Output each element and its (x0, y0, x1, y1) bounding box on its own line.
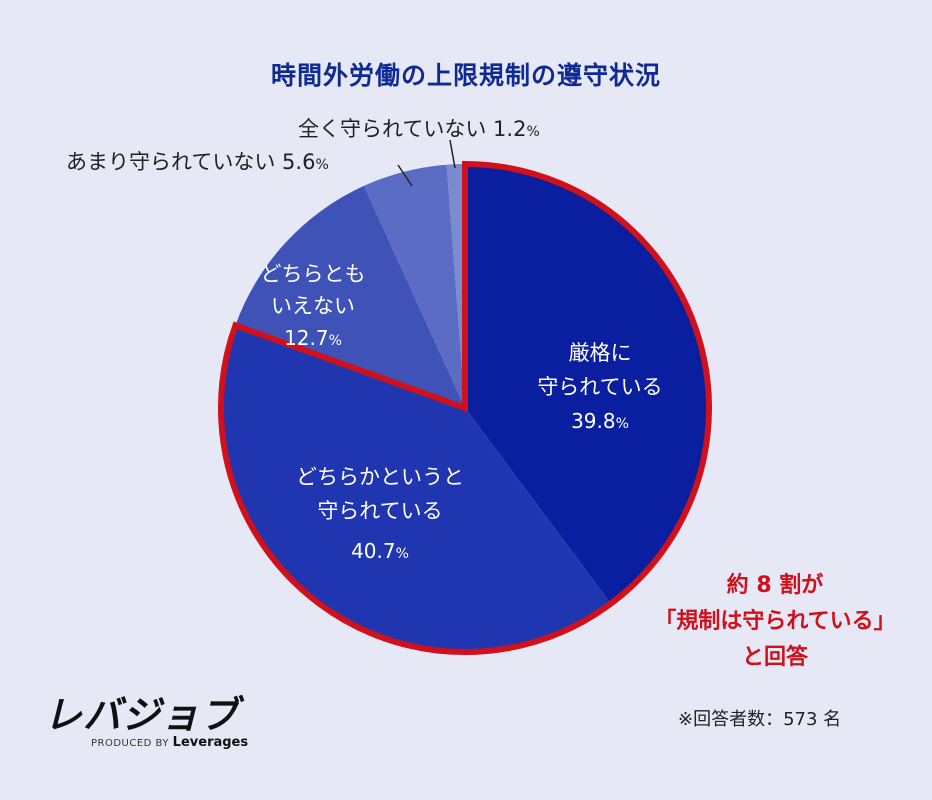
label-neither-line1: どちらとも (260, 262, 366, 286)
leader-line-rarely (397, 164, 413, 187)
brand-logo: レバジョブ (44, 693, 240, 737)
label-never: 全く守られていない 1.2% (298, 117, 540, 141)
label-neither: どちらとも いえない 12.7% (238, 258, 388, 357)
callout-line3: と回答 (741, 645, 808, 670)
label-rarely: あまり守られていない 5.6% (66, 150, 329, 174)
pie-slice (446, 164, 465, 408)
pie-slice (363, 164, 465, 408)
label-neither-line2: いえない (271, 294, 355, 318)
callout-line1: 約 8 割が (726, 573, 824, 598)
label-strict: 厳格に 守られている 39.8% (500, 336, 700, 441)
label-somewhat: どちらかというと 守られている 40.7% (260, 460, 500, 571)
label-somewhat-line2: 守られている (317, 499, 443, 523)
respondent-note: ※回答者数：573 名 (678, 709, 842, 730)
leader-line-never (449, 139, 456, 169)
label-strict-pct: 39.8% (571, 409, 629, 433)
pie-slice (465, 164, 709, 604)
pie-slice (221, 325, 611, 652)
produced-by: PRODUCED BY Leverages (91, 735, 249, 750)
label-somewhat-line1: どちらかというと (296, 465, 464, 489)
label-strict-line1: 厳格に (568, 341, 632, 365)
pie-slice (235, 185, 465, 408)
chart-title: 時間外労働の上限規制の遵守状況 (270, 61, 661, 90)
label-strict-line2: 守られている (537, 375, 663, 399)
pie-slices (221, 164, 709, 652)
label-neither-pct: 12.7% (284, 326, 342, 350)
callout-line2: 「規制は守られている」 (654, 609, 896, 634)
label-somewhat-pct: 40.7% (351, 539, 409, 563)
callout: 約 8 割が 「規制は守られている」 と回答 (640, 568, 910, 676)
highlight-outline (218, 160, 712, 655)
